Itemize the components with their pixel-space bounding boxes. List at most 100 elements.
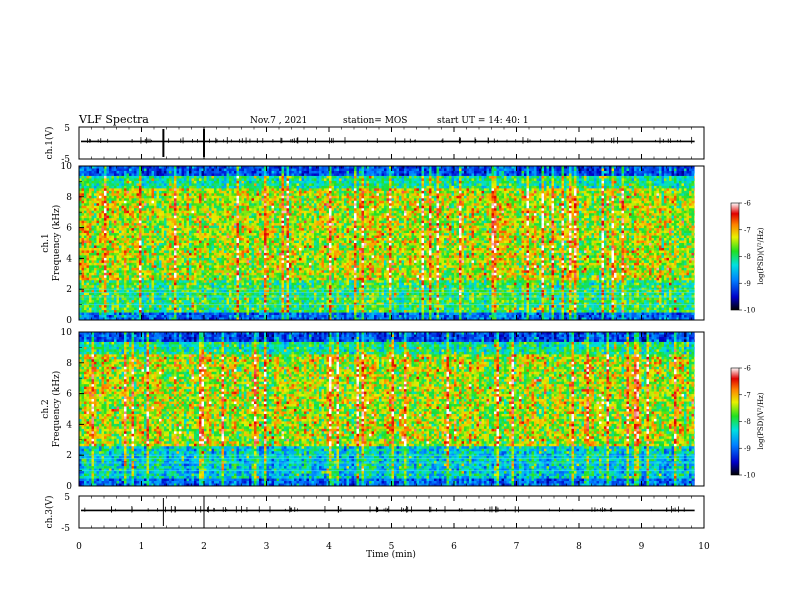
spectrogram-cell <box>139 278 142 281</box>
spectrogram-cell <box>269 168 272 171</box>
spectrogram-cell <box>224 293 227 296</box>
spectrogram-cell <box>269 258 272 261</box>
spectrogram-cell <box>102 250 105 253</box>
spectrogram-cell <box>254 201 257 204</box>
spectrogram-cell <box>174 186 177 189</box>
spectrogram-cell <box>232 188 235 191</box>
spectrogram-cell <box>247 285 250 288</box>
spectrogram-cell <box>262 265 265 268</box>
spectrogram-cell <box>122 298 125 301</box>
spectrogram-cell <box>167 181 170 184</box>
spectrogram-cell <box>209 183 212 186</box>
spectrogram-cell <box>204 171 207 174</box>
spectrogram-cell <box>257 211 260 214</box>
spectrogram-cell <box>217 300 220 303</box>
spectrogram-cell <box>139 226 142 229</box>
spectrogram-cell <box>142 226 145 229</box>
spectrogram-cell <box>122 201 125 204</box>
spectrogram-cell <box>172 280 175 283</box>
spectrogram-cell <box>239 258 242 261</box>
spectrogram-cell <box>242 260 245 263</box>
spectrogram-cell <box>212 293 215 296</box>
spectrogram-cell <box>117 218 120 221</box>
spectrogram-cell <box>177 186 180 189</box>
spectrogram-cell <box>84 280 87 283</box>
spectrogram-cell <box>259 221 262 224</box>
spectrogram-cell <box>184 223 187 226</box>
spectrogram-cell <box>249 223 252 226</box>
spectrogram-cell <box>159 245 162 248</box>
spectrogram-cell <box>187 315 190 318</box>
spectrogram-cell <box>109 308 112 311</box>
spectrogram-cell <box>262 238 265 241</box>
spectrogram-cell <box>92 226 95 229</box>
spectrogram-cell <box>269 191 272 194</box>
spectrogram-cell <box>222 221 225 224</box>
spectrogram-cell <box>122 248 125 251</box>
spectrogram-cell <box>167 315 170 318</box>
spectrogram-cell <box>182 228 185 231</box>
spectrogram-cell <box>112 201 115 204</box>
spectrogram-cell <box>252 201 255 204</box>
spectrogram-cell <box>224 231 227 234</box>
spectrogram-cell <box>149 280 152 283</box>
spectrogram-cell <box>119 245 122 248</box>
spectrogram-cell <box>94 253 97 256</box>
spectrogram-cell <box>189 303 192 306</box>
spectrogram-cell <box>169 198 172 201</box>
spectrogram-cell <box>229 285 232 288</box>
spectrogram-cell <box>167 270 170 273</box>
spectrogram-cell <box>169 218 172 221</box>
spectrogram-cell <box>102 275 105 278</box>
spectrogram-cell <box>107 298 110 301</box>
spectrogram-cell <box>264 248 267 251</box>
spectrogram-cell <box>92 241 95 244</box>
spectrogram-cell <box>209 171 212 174</box>
spectrogram-cell <box>197 211 200 214</box>
spectrogram-cell <box>92 265 95 268</box>
spectrogram-cell <box>244 260 247 263</box>
spectrogram-cell <box>107 295 110 298</box>
spectrogram-cell <box>209 221 212 224</box>
spectrogram-cell <box>134 181 137 184</box>
spectrogram-cell <box>109 226 112 229</box>
spectrogram-cell <box>89 173 92 176</box>
spectrogram-cell <box>167 191 170 194</box>
spectrogram-cell <box>162 176 165 179</box>
spectrogram-cell <box>189 265 192 268</box>
spectrogram-cell <box>84 206 87 209</box>
spectrogram-cell <box>144 181 147 184</box>
spectrogram-cell <box>107 250 110 253</box>
spectrogram-cell <box>172 201 175 204</box>
spectrogram-cell <box>182 191 185 194</box>
spectrogram-cell <box>197 313 200 316</box>
spectrogram-cell <box>232 285 235 288</box>
spectrogram-cell <box>269 236 272 239</box>
spectrogram-cell <box>127 226 130 229</box>
spectrogram-cell <box>89 268 92 271</box>
spectrogram-cell <box>257 245 260 248</box>
spectrogram-cell <box>254 186 257 189</box>
spectrogram-cell <box>179 253 182 256</box>
spectrogram-cell <box>182 310 185 313</box>
spectrogram-cell <box>114 236 117 239</box>
spectrogram-cell <box>147 231 150 234</box>
spectrogram-cell <box>189 258 192 261</box>
spectrogram-cell <box>269 283 272 286</box>
spectrogram-cell <box>112 275 115 278</box>
spectrogram-cell <box>209 243 212 246</box>
spectrogram-cell <box>109 298 112 301</box>
spectrogram-cell <box>164 313 167 316</box>
spectrogram-cell <box>97 208 100 211</box>
spectrogram-cell <box>132 315 135 318</box>
spectrogram-cell <box>202 241 205 244</box>
spectrogram-cell <box>119 196 122 199</box>
spectrogram-cell <box>134 203 137 206</box>
spectrogram-cell <box>192 188 195 191</box>
spectrogram-cell <box>197 196 200 199</box>
spectrogram-cell <box>107 315 110 318</box>
spectrogram-cell <box>209 178 212 181</box>
spectrogram-cell <box>237 243 240 246</box>
spectrogram-cell <box>137 245 140 248</box>
spectrogram-cell <box>202 228 205 231</box>
